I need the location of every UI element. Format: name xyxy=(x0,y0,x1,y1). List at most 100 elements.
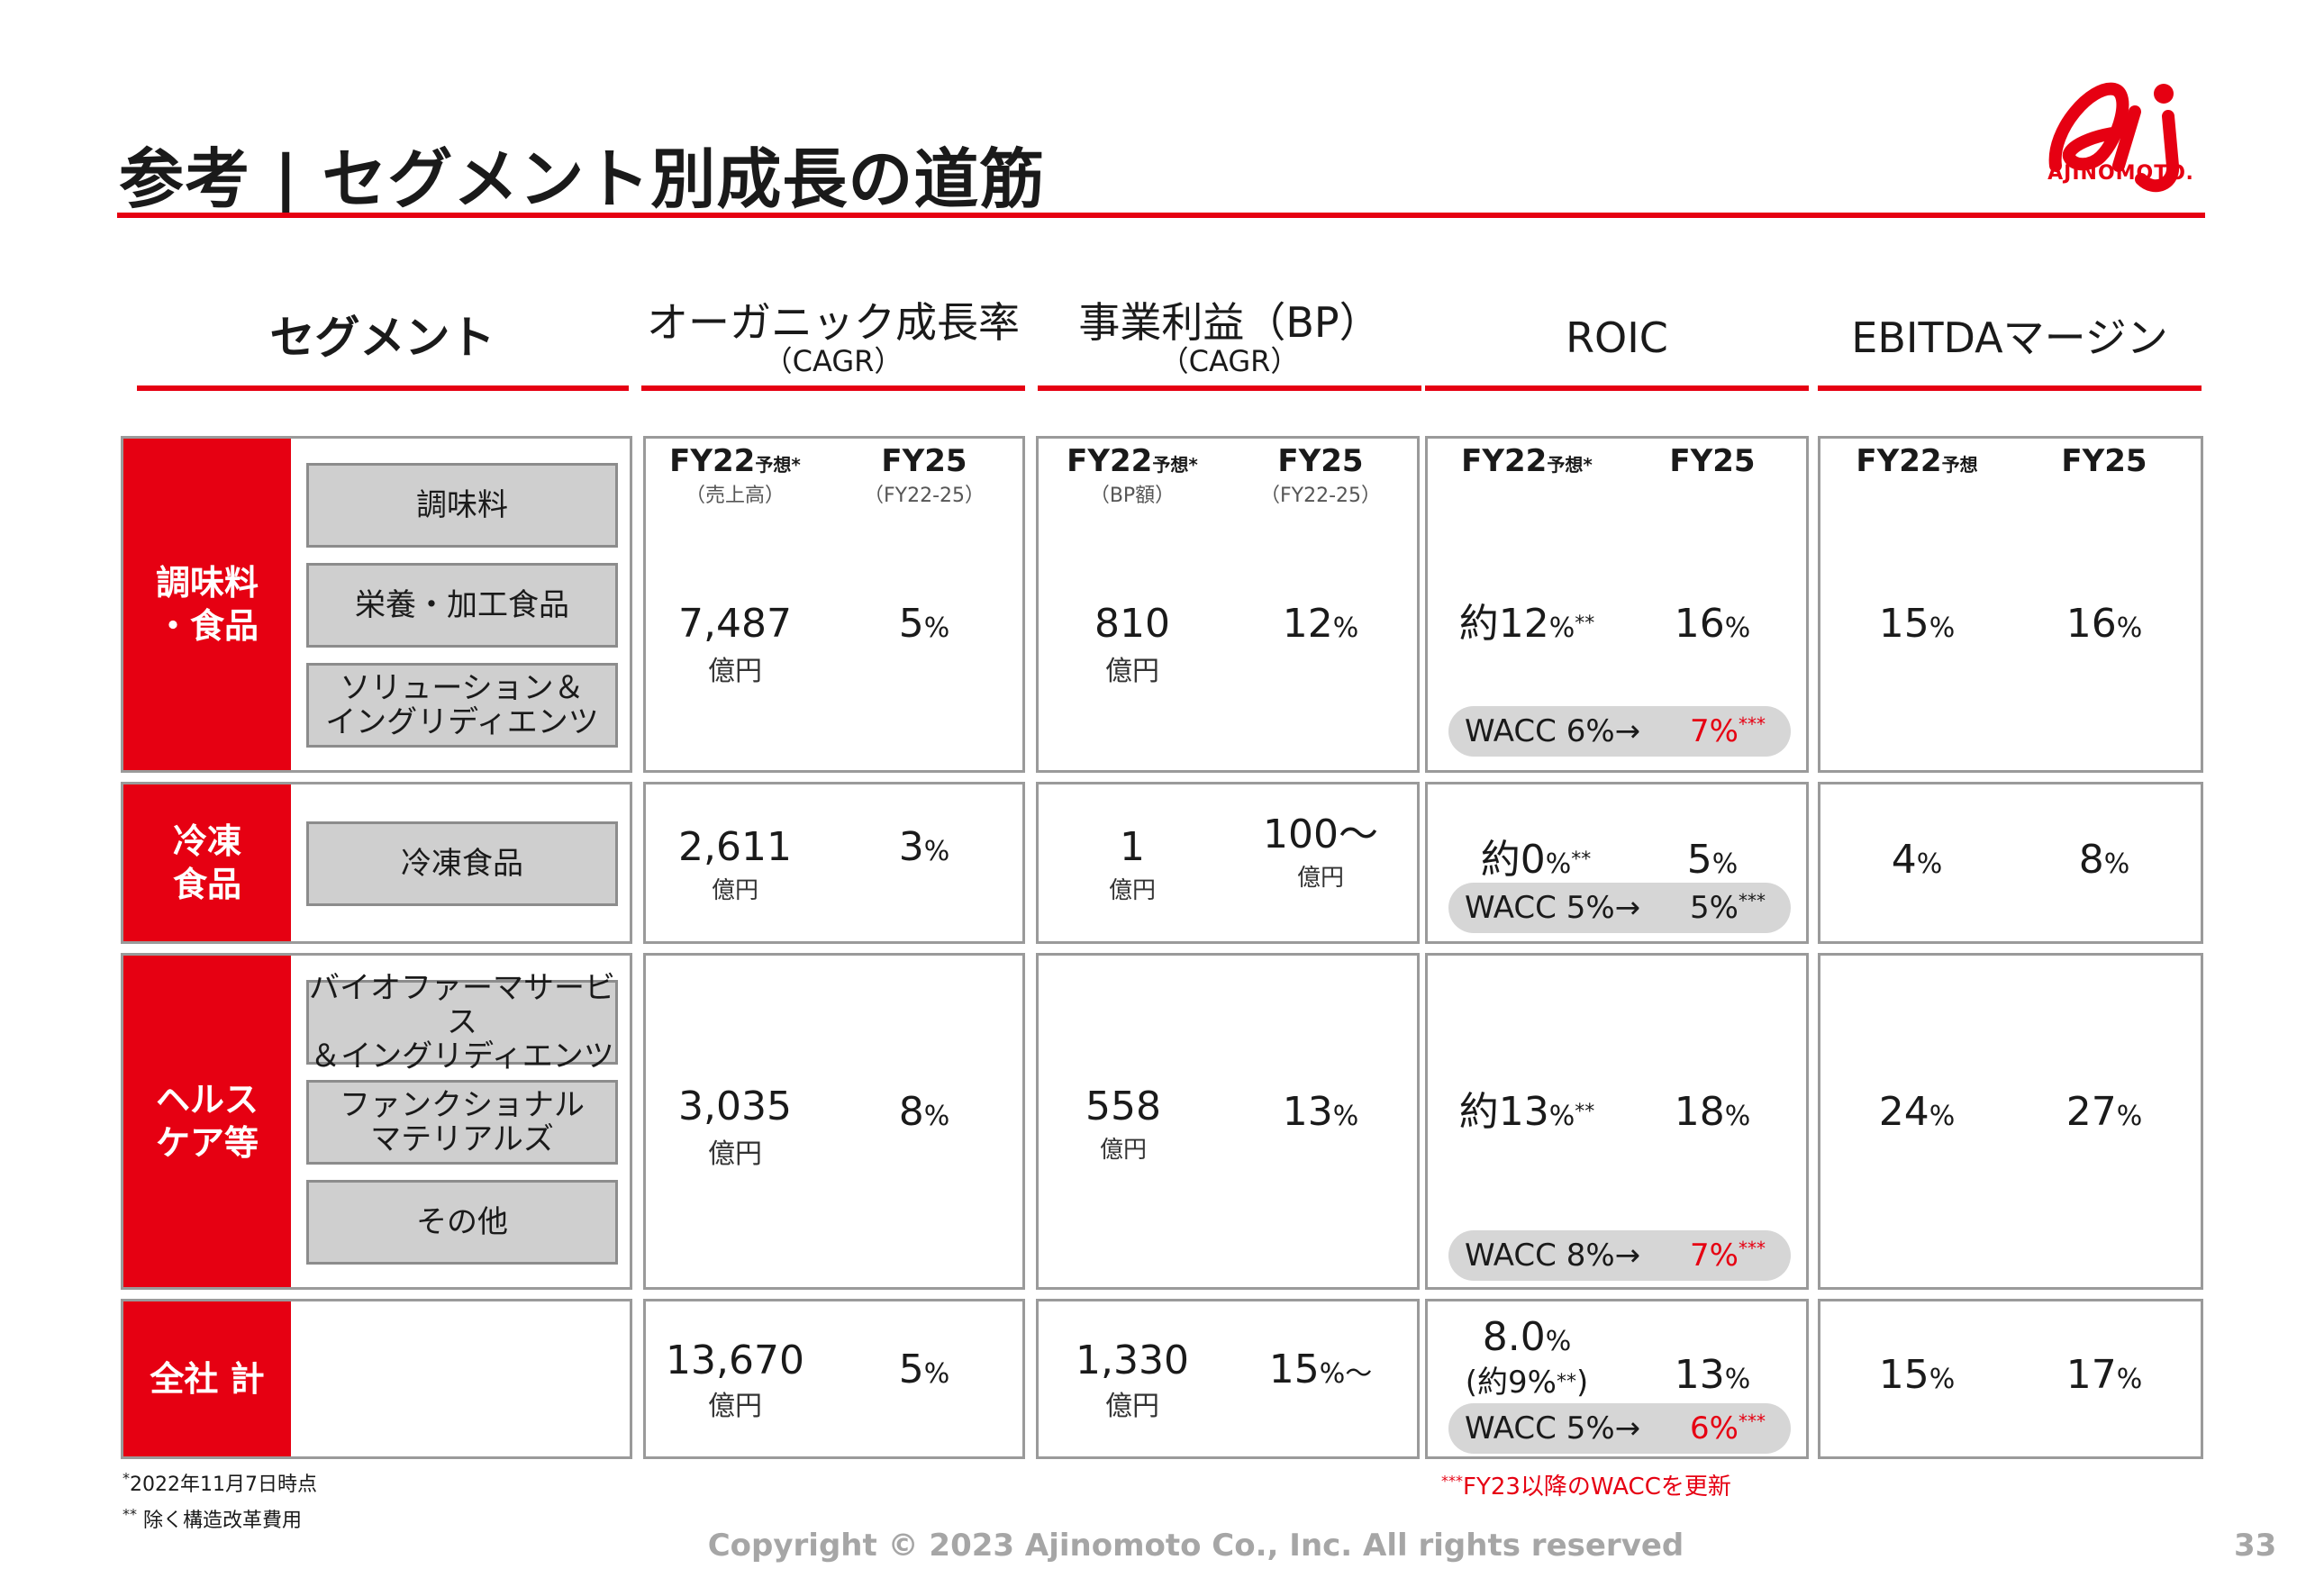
ebitda-cell-healthcare xyxy=(1818,953,2203,1290)
organic-fy25-sub: （FY22-25） xyxy=(863,485,985,507)
roic-fy25-value: 16% xyxy=(1674,601,1751,647)
bp-fy22-unit: 億円 xyxy=(1099,1137,1147,1164)
roic-fy22-value: 約13%** xyxy=(1458,1089,1595,1135)
header-rule-ebitda xyxy=(1818,385,2202,391)
segment-nutrition-processed-food: 栄養・加工食品 xyxy=(306,563,618,648)
bp-cell-healthcare xyxy=(1036,953,1420,1290)
roic-fy25-value: 13% xyxy=(1674,1352,1751,1398)
bp-cell-seasonings xyxy=(1036,436,1420,773)
roic-fy22-value: 約12%** xyxy=(1458,601,1595,647)
segment-others: その他 xyxy=(306,1180,618,1265)
bp-fy22-header: FY22予想* xyxy=(1067,443,1198,479)
group-label-total: 全社 計 xyxy=(123,1301,291,1456)
ebitda-cell-total xyxy=(1818,1299,2203,1459)
header-organic: オーガニック成長率 （CAGR） xyxy=(647,298,1020,378)
title-divider xyxy=(117,213,2205,218)
bp-fy22-sub: （BP額） xyxy=(1089,485,1176,507)
wacc-pill-seasonings: WACC 6%→ 7%*** xyxy=(1448,706,1791,757)
organic-fy25-header: FY25 xyxy=(881,443,967,479)
group-label-seasonings: 調味料 ・食品 xyxy=(123,439,291,770)
segment-biopharma-services: バイオファーマサービス ＆イングリディエンツ xyxy=(306,971,618,1074)
segment-seasonings: 調味料 xyxy=(306,463,618,548)
organic-fy25-value: 8% xyxy=(898,1089,950,1135)
page-number: 33 xyxy=(2234,1528,2277,1564)
bp-fy22-value: 810 xyxy=(1094,601,1170,647)
organic-fy25-value: 5% xyxy=(898,601,950,647)
bp-fy22-unit: 億円 xyxy=(1105,656,1159,687)
bp-fy25-value: 100～ xyxy=(1263,812,1378,857)
ebitda-fy25-value: 8% xyxy=(2078,837,2130,883)
bp-cell-frozen xyxy=(1036,782,1420,944)
ebitda-fy25-value: 17% xyxy=(2065,1352,2143,1398)
ebitda-fy25-header: FY25 xyxy=(2061,443,2147,479)
organic-fy22-unit: 億円 xyxy=(708,656,762,687)
footnote-wacc: ***FY23以降のWACCを更新 xyxy=(1441,1472,1731,1501)
roic-fy22-value: 8.0% xyxy=(1482,1314,1572,1360)
logo-wordmark: AJINOMOTO. xyxy=(2047,162,2194,185)
bp-fy25-value: 12% xyxy=(1282,601,1359,647)
bp-fy22-unit: 億円 xyxy=(1105,1391,1159,1422)
copyright: Copyright © 2023 Ajinomoto Co., Inc. All… xyxy=(707,1528,1684,1564)
bp-fy25-value: 15%～ xyxy=(1268,1347,1373,1392)
ebitda-cell-frozen xyxy=(1818,782,2203,944)
header-roic: ROIC xyxy=(1566,313,1668,362)
bp-fy25-value: 13% xyxy=(1282,1089,1359,1135)
organic-cell-healthcare xyxy=(643,953,1025,1290)
header-rule-segment xyxy=(137,385,629,391)
wacc-pill-total: WACC 5%→ 6%*** xyxy=(1448,1403,1791,1454)
segment-frozen-foods: 冷凍食品 xyxy=(306,821,618,906)
organic-fy22-header: FY22予想* xyxy=(669,443,801,479)
bp-fy25-sub: （FY22-25） xyxy=(1259,485,1382,507)
bp-fy22-value: 1,330 xyxy=(1076,1338,1189,1383)
ebitda-fy22-value: 15% xyxy=(1878,601,1956,647)
roic-fy22-header: FY22予想* xyxy=(1461,443,1593,479)
roic-fy22-value: 約0%** xyxy=(1480,837,1592,883)
bp-fy25-header: FY25 xyxy=(1277,443,1364,479)
organic-fy22-value: 3,035 xyxy=(678,1084,792,1129)
header-rule-roic xyxy=(1425,385,1809,391)
organic-fy22-value: 13,670 xyxy=(666,1338,804,1383)
footnote-date: *2022年11月7日時点 xyxy=(123,1469,317,1496)
group-label-healthcare: ヘルス ケア等 xyxy=(123,956,291,1287)
ebitda-fy25-value: 16% xyxy=(2065,601,2143,647)
organic-fy22-value: 7,487 xyxy=(678,601,792,647)
group-label-frozen: 冷凍 食品 xyxy=(123,784,291,941)
ebitda-fy25-value: 27% xyxy=(2065,1089,2143,1135)
organic-cell-frozen xyxy=(643,782,1025,944)
organic-fy22-sub: （売上高） xyxy=(685,485,785,507)
header-bp: 事業利益（BP） （CAGR） xyxy=(1078,298,1381,378)
ebitda-fy22-value: 15% xyxy=(1878,1352,1956,1398)
roic-fy25-value: 5% xyxy=(1686,837,1739,883)
bp-fy22-unit: 億円 xyxy=(1108,877,1156,904)
organic-fy25-value: 3% xyxy=(898,824,950,870)
roic-fy25-header: FY25 xyxy=(1669,443,1756,479)
header-segment: セグメント xyxy=(269,312,495,364)
organic-cell-total xyxy=(643,1299,1025,1459)
ebitda-fy22-value: 4% xyxy=(1891,837,1943,883)
ebitda-fy22-value: 24% xyxy=(1878,1089,1956,1135)
organic-fy22-value: 2,611 xyxy=(678,824,792,870)
bp-fy22-value: 1 xyxy=(1120,824,1145,870)
segment-solutions-ingredients: ソリューション＆ イングリディエンツ xyxy=(306,663,618,748)
wacc-pill-frozen: WACC 5%→ 5%*** xyxy=(1448,883,1791,933)
footnote-restructuring: ** 除く構造改革費用 xyxy=(123,1505,302,1532)
bp-fy22-value: 558 xyxy=(1085,1084,1161,1129)
segment-functional-materials: ファンクショナル マテリアルズ xyxy=(306,1080,618,1165)
organic-fy22-unit: 億円 xyxy=(711,877,758,904)
page-title: 参考 | セグメント別成長の道筋 xyxy=(119,141,1046,217)
header-rule-bp xyxy=(1038,385,1421,391)
ajinomoto-logo-icon xyxy=(2048,82,2180,193)
organic-cell-seasonings xyxy=(643,436,1025,773)
organic-fy25-value: 5% xyxy=(898,1347,950,1392)
roic-fy22-excl-value: (約9%**) xyxy=(1465,1365,1589,1401)
ebitda-cell-seasonings xyxy=(1818,436,2203,773)
organic-fy22-unit: 億円 xyxy=(708,1391,762,1422)
header-rule-organic xyxy=(641,385,1025,391)
header-ebitda: EBITDAマージン xyxy=(1851,313,2168,362)
bp-fy25-unit: 億円 xyxy=(1296,865,1344,892)
ebitda-fy22-header: FY22予想 xyxy=(1856,443,1978,479)
bp-cell-total xyxy=(1036,1299,1420,1459)
roic-fy25-value: 18% xyxy=(1674,1089,1751,1135)
organic-fy22-unit: 億円 xyxy=(708,1138,762,1170)
wacc-pill-healthcare: WACC 8%→ 7%*** xyxy=(1448,1230,1791,1281)
